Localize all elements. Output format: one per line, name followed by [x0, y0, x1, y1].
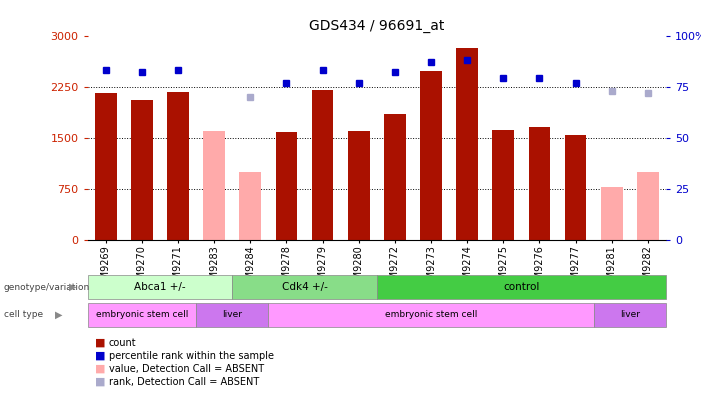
Text: ■: ■ [95, 377, 105, 387]
Text: genotype/variation: genotype/variation [4, 283, 90, 291]
Text: embryonic stem cell: embryonic stem cell [385, 310, 477, 319]
Text: Cdk4 +/-: Cdk4 +/- [282, 282, 327, 292]
Bar [203, 131, 225, 240]
Text: percentile rank within the sample: percentile rank within the sample [109, 350, 273, 361]
Bar [420, 71, 442, 240]
Bar [167, 92, 189, 240]
Bar [637, 171, 659, 240]
Text: cell type: cell type [4, 310, 43, 319]
Title: GDS434 / 96691_at: GDS434 / 96691_at [309, 19, 444, 33]
Text: ■: ■ [95, 350, 105, 361]
Text: ▶: ▶ [55, 310, 63, 320]
Bar [348, 131, 369, 240]
Bar [601, 187, 622, 240]
Text: embryonic stem cell: embryonic stem cell [95, 310, 188, 319]
Bar [565, 135, 587, 240]
Bar [95, 93, 116, 240]
Text: rank, Detection Call = ABSENT: rank, Detection Call = ABSENT [109, 377, 259, 387]
Bar [275, 132, 297, 240]
Text: liver: liver [620, 310, 640, 319]
Bar [529, 127, 550, 240]
Bar [492, 130, 514, 240]
Text: value, Detection Call = ABSENT: value, Detection Call = ABSENT [109, 364, 264, 374]
Bar [456, 48, 478, 240]
Text: ■: ■ [95, 364, 105, 374]
Bar [312, 90, 334, 240]
Text: count: count [109, 337, 136, 348]
Text: ▶: ▶ [69, 282, 76, 292]
Bar [240, 171, 261, 240]
Bar [131, 100, 153, 240]
Bar [384, 114, 406, 240]
Text: liver: liver [222, 310, 243, 319]
Text: Abca1 +/-: Abca1 +/- [134, 282, 186, 292]
Text: ■: ■ [95, 337, 105, 348]
Text: control: control [503, 282, 540, 292]
